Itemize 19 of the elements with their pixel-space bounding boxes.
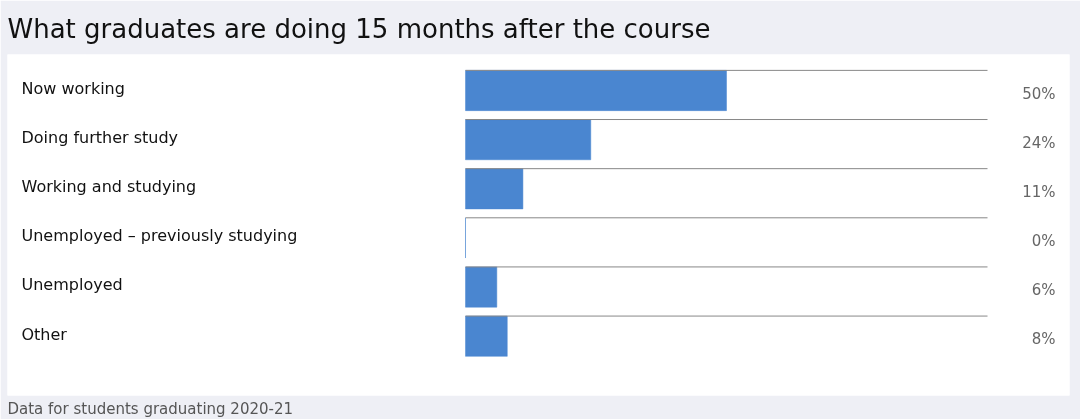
y-tick-label: Other xyxy=(21,324,68,344)
data-label: 50% xyxy=(1022,84,1056,103)
y-tick-label: Working and studying xyxy=(21,177,197,197)
y-tick-label: Now working xyxy=(21,78,125,98)
data-label: 8% xyxy=(1031,330,1056,349)
data-label: 0% xyxy=(1031,232,1056,251)
data-label: 6% xyxy=(1031,281,1056,300)
text: Data for students graduating 2020-21 xyxy=(7,399,294,418)
bar xyxy=(465,168,524,210)
bar xyxy=(465,266,498,308)
y-tick-label: Doing further study xyxy=(21,128,179,148)
data-label: 24% xyxy=(1022,133,1056,152)
y-tick-label: Unemployed – previously studying xyxy=(21,226,298,246)
chart-title: What graduates are doing 15 months after the course xyxy=(7,13,711,44)
bar xyxy=(465,315,508,357)
bar xyxy=(465,119,592,161)
data-label: 11% xyxy=(1022,182,1056,201)
bar xyxy=(465,70,727,111)
y-tick-label: Unemployed xyxy=(21,275,123,295)
